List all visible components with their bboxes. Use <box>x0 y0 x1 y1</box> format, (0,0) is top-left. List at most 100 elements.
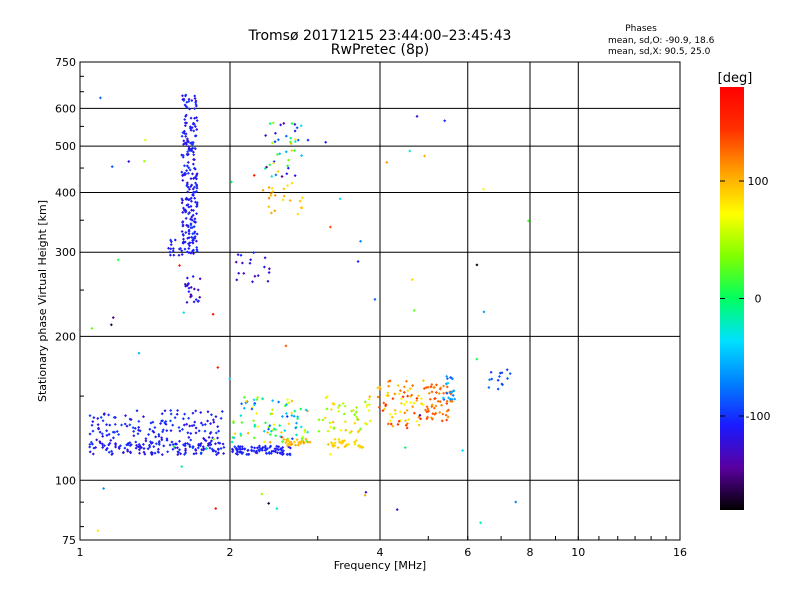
data-point <box>436 399 440 403</box>
data-point <box>448 375 452 379</box>
data-point <box>441 412 445 416</box>
data-point <box>205 447 209 451</box>
data-point <box>270 412 274 416</box>
data-point <box>338 440 342 444</box>
data-point <box>157 434 161 438</box>
data-point <box>180 170 184 174</box>
x-tick-label: 4 <box>377 546 384 559</box>
data-point <box>396 383 400 387</box>
data-point <box>505 368 509 372</box>
data-point <box>137 351 141 355</box>
data-point <box>445 377 449 381</box>
data-point <box>173 238 177 242</box>
data-point <box>192 300 196 304</box>
data-point <box>365 422 369 426</box>
data-point <box>156 447 160 451</box>
data-point <box>475 263 479 267</box>
data-point <box>178 429 182 433</box>
data-point <box>189 223 193 227</box>
data-point <box>299 441 303 445</box>
data-point <box>242 447 246 451</box>
data-point <box>197 429 201 433</box>
data-point <box>195 186 199 190</box>
data-point <box>199 452 203 456</box>
data-point <box>187 232 191 236</box>
data-point <box>328 421 332 425</box>
data-point <box>293 122 297 126</box>
data-point <box>274 173 278 177</box>
data-point <box>184 447 188 451</box>
data-point <box>187 97 191 101</box>
data-point <box>187 205 191 209</box>
data-point <box>256 274 260 278</box>
data-point <box>270 186 274 190</box>
data-point <box>214 450 218 454</box>
data-point <box>333 437 337 441</box>
data-point <box>184 210 188 214</box>
data-point <box>177 426 181 430</box>
data-point <box>286 184 290 188</box>
data-point <box>180 201 184 205</box>
data-point <box>433 412 437 416</box>
data-point <box>233 445 237 449</box>
data-point <box>193 125 197 129</box>
data-point <box>253 424 257 428</box>
data-point <box>168 250 172 254</box>
data-point <box>293 137 297 141</box>
data-point <box>290 181 294 185</box>
data-point <box>194 239 198 243</box>
data-point <box>222 452 226 456</box>
data-point <box>160 436 164 440</box>
data-point <box>171 447 175 451</box>
data-point <box>166 450 170 454</box>
data-point <box>251 280 255 284</box>
data-point <box>401 395 405 399</box>
data-point <box>189 177 193 181</box>
data-point <box>266 430 270 434</box>
data-point <box>89 440 93 444</box>
data-point <box>195 184 199 188</box>
data-point <box>186 190 190 194</box>
data-point <box>178 439 182 443</box>
data-point <box>345 443 349 447</box>
data-point <box>187 145 191 149</box>
data-point <box>182 311 186 315</box>
data-point <box>269 192 273 196</box>
data-point <box>128 423 132 427</box>
data-point <box>182 208 186 212</box>
data-point <box>271 121 275 125</box>
data-point <box>353 440 357 444</box>
data-point <box>290 411 294 415</box>
data-point <box>211 418 215 422</box>
data-point <box>141 442 145 446</box>
data-point <box>199 421 203 425</box>
data-point <box>252 403 256 407</box>
data-point <box>216 447 220 451</box>
data-point <box>189 251 193 255</box>
data-point <box>191 190 195 194</box>
data-point <box>160 438 164 442</box>
data-point <box>267 205 271 209</box>
data-point <box>188 107 192 111</box>
data-point <box>286 452 290 456</box>
data-point <box>296 212 300 216</box>
data-point <box>423 154 427 158</box>
data-point <box>113 430 117 434</box>
data-point <box>376 395 380 399</box>
data-point <box>213 442 217 446</box>
data-point <box>172 253 176 257</box>
data-point <box>181 131 185 135</box>
data-point <box>137 425 141 429</box>
data-point <box>190 218 194 222</box>
data-point <box>185 181 189 185</box>
data-point <box>278 424 282 428</box>
data-point <box>326 429 330 433</box>
data-point <box>181 173 185 177</box>
data-point <box>153 426 157 430</box>
data-point <box>397 392 401 396</box>
data-point <box>354 410 358 414</box>
data-point <box>183 141 187 145</box>
data-point <box>206 419 210 423</box>
y-tick-label: 300 <box>55 246 76 259</box>
data-point <box>273 131 277 135</box>
